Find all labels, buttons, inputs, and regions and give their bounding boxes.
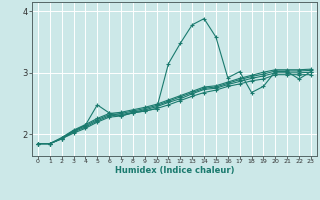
X-axis label: Humidex (Indice chaleur): Humidex (Indice chaleur) [115, 166, 234, 175]
